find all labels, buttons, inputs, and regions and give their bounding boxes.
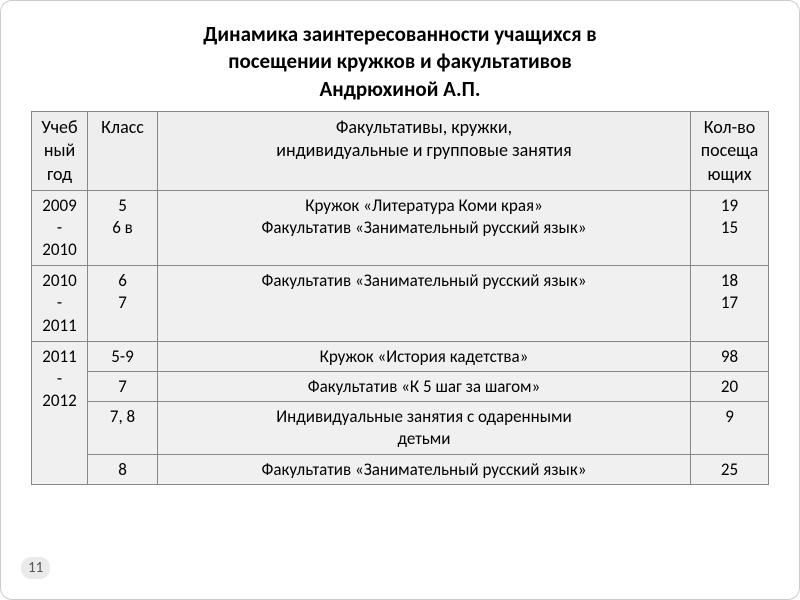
cell-activity: Факультатив «Занимательный русский язык» — [158, 266, 691, 341]
header-count: Кол-во посеща ющих — [691, 111, 769, 190]
header-count-l1: Кол-во — [704, 116, 756, 138]
cell-year: 2010 - 2011 — [32, 266, 88, 341]
class-l2: 7 — [118, 292, 127, 313]
header-activity: Факультативы, кружки, индивидуальные и г… — [158, 111, 691, 190]
cell-activity: Кружок «Литература Коми края» Факультати… — [158, 191, 691, 266]
slide-title: Динамика заинтересованности учащихся в п… — [31, 21, 769, 103]
cell-count: 19 15 — [691, 191, 769, 266]
table-row: 2010 - 2011 6 7 Факультатив «Занимательн… — [32, 266, 769, 341]
class-l2: 6 в — [112, 217, 133, 238]
title-line-3: Андрюхиной А.П. — [320, 76, 481, 102]
data-table: Учеб ный год Класс Факультативы, кружки,… — [31, 111, 769, 485]
cell-class: 5 6 в — [88, 191, 158, 266]
year-l2: - — [57, 292, 62, 313]
cell-class: 8 — [88, 454, 158, 484]
cell-count: 18 17 — [691, 266, 769, 341]
title-line-2: посещении кружков и факультативов — [228, 48, 571, 74]
year-l3: 2012 — [42, 390, 76, 411]
year-l3: 2010 — [42, 239, 76, 260]
cell-count: 20 — [691, 371, 769, 401]
count-l1: 18 — [721, 270, 738, 291]
activity-l1: Кружок «Литература Коми края» — [305, 195, 543, 216]
cell-count: 98 — [691, 341, 769, 371]
header-count-l3: ющих — [708, 163, 752, 185]
cell-count: 25 — [691, 454, 769, 484]
header-year-l2: ный — [44, 139, 75, 161]
page-number: 11 — [21, 557, 50, 579]
header-class: Класс — [88, 111, 158, 190]
class-l1: 5 — [118, 195, 127, 216]
table-header-row: Учеб ный год Класс Факультативы, кружки,… — [32, 111, 769, 190]
cell-class: 5-9 — [88, 341, 158, 371]
cell-year: 2009 - 2010 — [32, 191, 88, 266]
year-l1: 2009 — [42, 195, 76, 216]
header-year: Учеб ный год — [32, 111, 88, 190]
table-row: 2011 - 2012 5-9 Кружок «История кадетств… — [32, 341, 769, 371]
title-line-1: Динамика заинтересованности учащихся в — [203, 21, 596, 47]
activity-l2: Факультатив «Занимательный русский язык» — [262, 217, 587, 238]
table-row: 7 Факультатив «К 5 шаг за шагом» 20 — [32, 371, 769, 401]
table-row: 8 Факультатив «Занимательный русский язы… — [32, 454, 769, 484]
count-l2: 15 — [721, 217, 738, 238]
year-l2: - — [57, 217, 62, 238]
slide: Динамика заинтересованности учащихся в п… — [0, 0, 800, 600]
cell-class: 7, 8 — [88, 401, 158, 454]
cell-class: 7 — [88, 371, 158, 401]
cell-count: 9 — [691, 401, 769, 454]
cell-class: 6 7 — [88, 266, 158, 341]
cell-activity: Факультатив «К 5 шаг за шагом» — [158, 371, 691, 401]
year-l1: 2011 — [42, 346, 76, 367]
cell-activity: Факультатив «Занимательный русский язык» — [158, 454, 691, 484]
cell-year: 2011 - 2012 — [32, 341, 88, 484]
cell-activity: Кружок «История кадетства» — [158, 341, 691, 371]
activity-l1: Индивидуальные занятия с одаренными — [276, 406, 571, 427]
table-row: 2009 - 2010 5 6 в Кружок «Литература Ком… — [32, 191, 769, 266]
year-l2: - — [57, 368, 62, 389]
header-year-l3: год — [47, 163, 72, 185]
year-l1: 2010 — [42, 270, 76, 291]
table-row: 7, 8 Индивидуальные занятия с одаренными… — [32, 401, 769, 454]
year-l3: 2011 — [42, 315, 76, 336]
count-l1: 19 — [721, 195, 738, 216]
header-activity-l1: Факультативы, кружки, — [336, 116, 512, 138]
class-l1: 6 — [118, 270, 127, 291]
cell-activity: Индивидуальные занятия с одаренными деть… — [158, 401, 691, 454]
activity-l2: детьми — [398, 428, 451, 449]
header-year-l1: Учеб — [41, 116, 77, 138]
header-count-l2: посеща — [701, 139, 759, 161]
header-activity-l2: индивидуальные и групповые занятия — [276, 139, 571, 161]
count-l2: 17 — [721, 292, 738, 313]
